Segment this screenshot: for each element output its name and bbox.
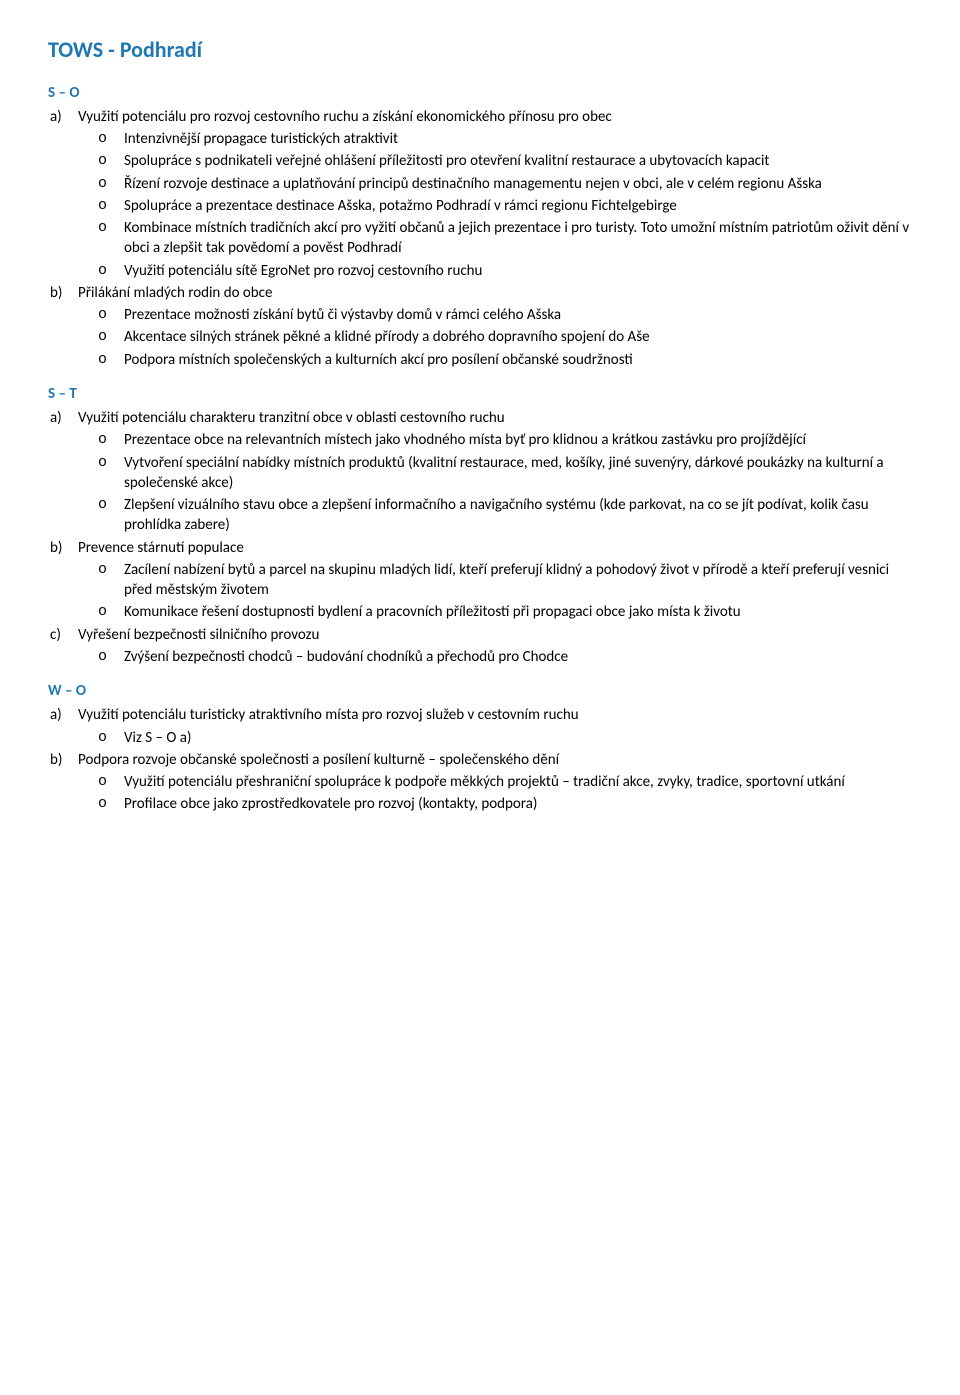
bullet-item: Využití potenciálu sítě EgroNet pro rozv… — [124, 261, 912, 281]
bullet-item: Profilace obce jako zprostředkovatele pr… — [124, 794, 912, 814]
bullet-list: Prezentace možnosti získání bytů či výst… — [78, 305, 912, 370]
bullet-list: Zacílení nabízení bytů a parcel na skupi… — [78, 560, 912, 623]
bullet-item: Využití potenciálu přeshraniční spoluprá… — [124, 772, 912, 792]
bullet-item: Zvýšení bezpečnosti chodců – budování ch… — [124, 647, 912, 667]
bullet-item: Zacílení nabízení bytů a parcel na skupi… — [124, 560, 912, 601]
alpha-list: Využití potenciálu charakteru tranzitní … — [48, 408, 912, 667]
bullet-list: Viz S – O a) — [78, 728, 912, 748]
alpha-item: Přilákání mladých rodin do obce Prezentac… — [78, 283, 912, 370]
alpha-item-text: Přilákání mladých rodin do obce — [78, 284, 273, 302]
bullet-item: Intenzivnější propagace turistických atr… — [124, 129, 912, 149]
alpha-item: Využití potenciálu charakteru tranzitní … — [78, 408, 912, 536]
bullet-item: Prezentace obce na relevantních místech … — [124, 430, 912, 450]
bullet-item: Prezentace možnosti získání bytů či výst… — [124, 305, 912, 325]
section-label: W – O — [48, 681, 912, 701]
section-label: S – O — [48, 83, 912, 103]
alpha-list: Využití potenciálu turisticky atraktivní… — [48, 705, 912, 814]
page-title: TOWS - Podhradí — [48, 35, 912, 65]
bullet-item: Spolupráce s podnikateli veřejné ohlášen… — [124, 151, 912, 171]
section-block: W – O Využití potenciálu turisticky atrak… — [48, 681, 912, 815]
bullet-item: Podpora místních společenských a kulturn… — [124, 350, 912, 370]
bullet-list: Zvýšení bezpečnosti chodců – budování ch… — [78, 647, 912, 667]
alpha-item-text: Využití potenciálu turisticky atraktivní… — [78, 706, 579, 724]
bullet-item: Kombinace místních tradičních akcí pro v… — [124, 218, 912, 259]
alpha-item: Využití potenciálu turisticky atraktivní… — [78, 705, 912, 748]
alpha-list: Využití potenciálu pro rozvoj cestovního… — [48, 107, 912, 370]
alpha-item-text: Prevence stárnutí populace — [78, 539, 244, 557]
bullet-item: Zlepšení vizuálního stavu obce a zlepšen… — [124, 495, 912, 536]
alpha-item: Prevence stárnutí populace Zacílení nabíz… — [78, 538, 912, 623]
bullet-item: Viz S – O a) — [124, 728, 912, 748]
bullet-list: Prezentace obce na relevantních místech … — [78, 430, 912, 535]
alpha-item: Podpora rozvoje občanské společnosti a p… — [78, 750, 912, 815]
alpha-item-text: Podpora rozvoje občanské společnosti a p… — [78, 751, 559, 769]
alpha-item: Využití potenciálu pro rozvoj cestovního… — [78, 107, 912, 281]
section-label: S – T — [48, 384, 912, 404]
alpha-item-text: Využití potenciálu pro rozvoj cestovního… — [78, 108, 612, 126]
bullet-item: Vytvoření speciální nabídky místních pro… — [124, 453, 912, 494]
bullet-item: Akcentace silných stránek pěkné a klidné… — [124, 327, 912, 347]
sections-container: S – O Využití potenciálu pro rozvoj cesto… — [48, 83, 912, 815]
alpha-item: Vyřešení bezpečnosti silničního provozu Z… — [78, 625, 912, 668]
bullet-item: Řízení rozvoje destinace a uplatňování p… — [124, 174, 912, 194]
bullet-list: Intenzivnější propagace turistických atr… — [78, 129, 912, 281]
alpha-item-text: Vyřešení bezpečnosti silničního provozu — [78, 626, 319, 644]
bullet-item: Komunikace řešení dostupnosti bydlení a … — [124, 602, 912, 622]
bullet-list: Využití potenciálu přeshraniční spoluprá… — [78, 772, 912, 815]
section-block: S – T Využití potenciálu charakteru tranz… — [48, 384, 912, 667]
alpha-item-text: Využití potenciálu charakteru tranzitní … — [78, 409, 505, 427]
bullet-item: Spolupráce a prezentace destinace Ašska,… — [124, 196, 912, 216]
section-block: S – O Využití potenciálu pro rozvoj cesto… — [48, 83, 912, 370]
